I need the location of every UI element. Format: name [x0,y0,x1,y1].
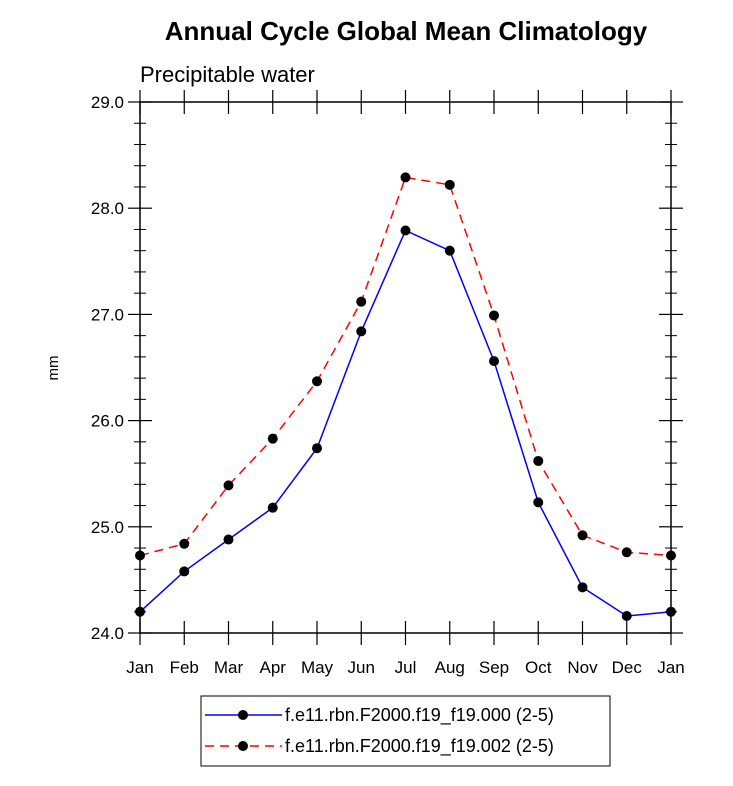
series-2-point [223,480,234,491]
x-tick-label: Sep [479,658,509,677]
series-1-point [533,497,544,508]
series-2-point [179,538,190,549]
legend-marker-2 [238,741,248,751]
series-2-point [312,376,322,387]
series-2-point [135,550,145,561]
series-1-point [444,245,455,256]
x-tick-label: Mar [214,658,244,677]
x-tick-label: Oct [525,658,552,677]
axis-ticks [128,90,683,645]
legend-marker-1 [238,710,248,720]
legend-label-1: f.e11.rbn.F2000.f19_f19.000 (2-5) [285,705,554,726]
series-2-point [444,179,455,190]
series-1-point [223,534,234,545]
series-2-point [621,547,632,558]
x-tick-label: Jul [395,658,417,677]
chart-title: Annual Cycle Global Mean Climatology [165,16,648,46]
x-tick-label: Jan [657,658,684,677]
series-1-point [312,443,322,454]
series-1-point [267,502,278,513]
series-1-point [489,356,499,367]
legend: f.e11.rbn.F2000.f19_f19.000 (2-5) f.e11.r… [200,695,611,767]
y-tick-label: 27.0 [91,305,124,324]
series-2-point [489,310,499,321]
series-1-point [179,566,190,577]
x-tick-label: Nov [567,658,598,677]
x-tick-label: Apr [260,658,287,677]
y-axis-label: mm [45,356,62,381]
y-tick-label: 28.0 [91,199,124,218]
y-tick-label: 25.0 [91,518,124,537]
series-1-point [400,225,411,236]
x-tick-label: Aug [435,658,465,677]
series-1-point [666,606,676,617]
series-2-point [577,530,588,541]
y-tick-label: 29.0 [91,93,124,112]
series-2-point [666,550,676,561]
x-tick-labels: Jan Feb Mar Apr May Jun Jul Aug Sep Oct Nov Dec Jan [126,658,684,677]
x-tick-label: Dec [612,658,643,677]
series-2-point [400,172,411,183]
legend-box [200,695,611,767]
series-2-point [533,455,544,466]
series-2-point [267,433,278,444]
y-tick-label: 26.0 [91,412,124,431]
series-1-point [356,326,367,337]
x-tick-label: Feb [170,658,199,677]
series-1-point [577,582,588,593]
x-tick-label: Jun [348,658,375,677]
legend-label-2: f.e11.rbn.F2000.f19_f19.002 (2-5) [285,736,554,757]
y-tick-labels: 24.0 25.0 26.0 27.0 28.0 29.0 [91,93,124,643]
series-line-1 [139,229,672,617]
y-tick-label: 24.0 [91,624,124,643]
series-1-point [621,611,632,622]
series-1-point [135,606,145,617]
series-layer [135,172,676,622]
x-tick-label: May [301,658,334,677]
series-2-point [356,296,367,307]
x-tick-label: Jan [126,658,153,677]
chart-subtitle: Precipitable water [140,62,315,87]
